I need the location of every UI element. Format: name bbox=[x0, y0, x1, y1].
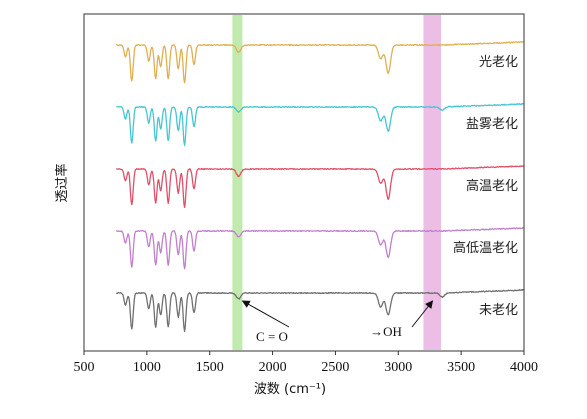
annotation-c-o: C = O bbox=[256, 329, 288, 344]
spectra-traces bbox=[116, 41, 525, 333]
x-tick-label-500: 500 bbox=[74, 360, 95, 375]
x-tick-label-1500: 1500 bbox=[196, 360, 224, 375]
series-label-5: 未老化 bbox=[479, 303, 518, 318]
series-label-2: 盐雾老化 bbox=[466, 117, 518, 132]
annotation-c-o-arrow bbox=[241, 300, 290, 328]
annotation-oh-arrow bbox=[411, 300, 434, 328]
x-tick-label-4000: 4000 bbox=[510, 360, 538, 375]
x-tick-label-1000: 1000 bbox=[133, 360, 161, 375]
series-label-4: 高低温老化 bbox=[453, 240, 518, 256]
x-axis-ticks: 500 1000 1500 2000 2500 3000 3500 4000 bbox=[74, 351, 538, 375]
spectrum-trace-2-e79b90e99bbee88081e58c96 bbox=[116, 103, 525, 147]
x-tick-label-3500: 3500 bbox=[447, 360, 475, 375]
x-tick-label-2500: 2500 bbox=[321, 360, 349, 375]
spectrum-trace-3-e9ab98e6b8a9e88081e58c96 bbox=[116, 165, 525, 209]
x-axis-title: 波数 (cm⁻¹) bbox=[254, 382, 326, 397]
annotation-oh: →OH bbox=[370, 324, 402, 339]
y-axis-title: 透过率 bbox=[54, 163, 70, 202]
highlight-band-1 bbox=[232, 15, 243, 350]
x-tick-label-3000: 3000 bbox=[384, 360, 412, 375]
highlight-bands bbox=[232, 15, 442, 350]
plot-frame bbox=[83, 13, 525, 352]
x-tick-label-2000: 2000 bbox=[259, 360, 287, 375]
spectrum-trace-5-e69caae88081e58c96 bbox=[116, 288, 525, 333]
annotations: C = O →OH bbox=[241, 300, 434, 344]
series-label-3: 高温老化 bbox=[466, 178, 518, 194]
spectrum-trace-4-e9ab98e4bd8ee6b8a9e88081e58c96 bbox=[116, 227, 525, 270]
series-label-1: 光老化 bbox=[479, 55, 518, 70]
spectrum-trace-1-e58589e88081e58c96 bbox=[116, 41, 525, 84]
highlight-band-2 bbox=[423, 15, 442, 350]
